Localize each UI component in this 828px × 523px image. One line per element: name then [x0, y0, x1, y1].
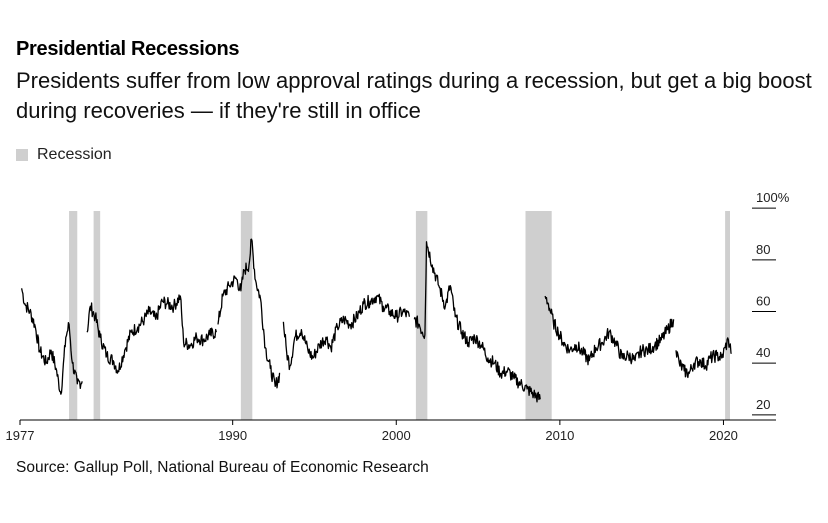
y-tick-label-20: 20 — [756, 397, 770, 412]
recession-bands — [69, 211, 731, 420]
chart-subtitle: Presidents suffer from low approval rati… — [16, 68, 812, 123]
y-ticks: 20 40 60 80 100% — [756, 190, 790, 412]
source-note: Source: Gallup Poll, National Bureau of … — [16, 459, 429, 476]
series-line-clinton — [282, 293, 411, 371]
x-tick-label-1990: 1990 — [218, 428, 247, 443]
series-line-reagan — [86, 294, 217, 374]
series-line-bush-jr- — [413, 241, 541, 403]
y-tick-label-80: 80 — [756, 242, 770, 257]
x-tick-label-2010: 2010 — [545, 428, 574, 443]
recession-band-3 — [415, 211, 428, 420]
x-ticks: 1977 1990 2000 2010 2020 — [6, 420, 738, 443]
recession-band-5 — [725, 211, 731, 420]
approval-lines — [20, 238, 732, 403]
series-line-bush — [217, 238, 281, 389]
y-tick-label-60: 60 — [756, 294, 770, 309]
legend-swatch-recession — [16, 149, 28, 161]
series-line-obama — [544, 295, 675, 366]
legend: Recession — [16, 146, 112, 164]
legend-label-recession: Recession — [37, 146, 112, 163]
chart-title: Presidential Recessions — [16, 38, 240, 60]
y-tick-label-40: 40 — [756, 345, 770, 360]
series-line-carter — [20, 288, 83, 395]
y-gridlines — [752, 207, 776, 416]
x-tick-label-2000: 2000 — [382, 428, 411, 443]
recession-band-4 — [525, 211, 552, 420]
recession-band-1 — [93, 211, 101, 420]
recession-band-0 — [69, 211, 78, 420]
recession-band-2 — [240, 211, 253, 420]
x-tick-label-1977: 1977 — [6, 428, 35, 443]
x-tick-label-2020: 2020 — [709, 428, 738, 443]
series-line-trump — [675, 337, 732, 379]
y-tick-label-100: 100% — [756, 190, 790, 205]
